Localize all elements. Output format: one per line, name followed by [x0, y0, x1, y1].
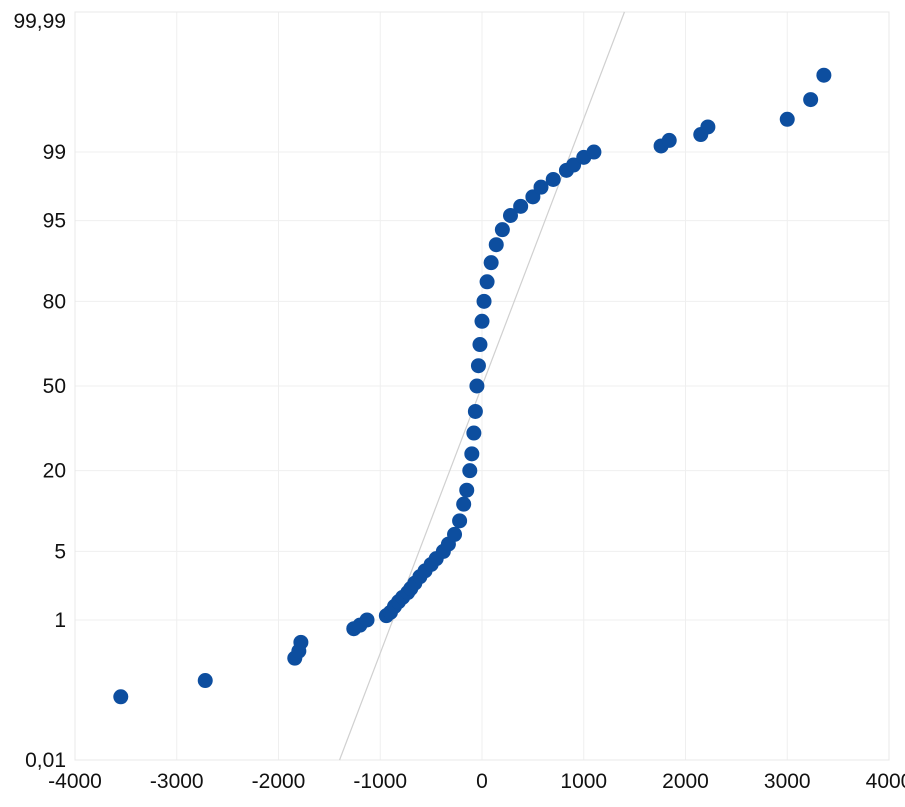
data-point: [474, 313, 490, 329]
data-point: [483, 255, 499, 271]
data-point: [462, 463, 478, 479]
data-point: [113, 689, 129, 705]
y-tick-labels: 0,01 1 5 20 50 80 95 99 99,99: [13, 10, 66, 772]
data-point: [467, 403, 483, 419]
data-point: [803, 92, 819, 108]
y-tick-label: 20: [43, 460, 66, 483]
data-point: [359, 612, 375, 628]
y-tick-label: 95: [43, 210, 66, 233]
x-tick-labels: -4000 -3000 -2000 -1000 0 1000 2000 3000 4000: [48, 770, 905, 793]
x-tick-label: 4000: [866, 770, 905, 793]
data-point: [700, 119, 716, 135]
x-tick-label: 1000: [560, 770, 607, 793]
data-point: [459, 482, 475, 498]
data-point: [456, 496, 472, 512]
data-point: [494, 222, 510, 238]
data-point: [293, 634, 309, 650]
data-point: [513, 198, 529, 214]
data-point: [502, 208, 518, 224]
data-points: [113, 67, 832, 705]
data-point: [533, 179, 549, 195]
x-tick-label: 0: [476, 770, 488, 793]
y-tick-label: 50: [43, 375, 66, 398]
x-tick-label: 2000: [662, 770, 709, 793]
plot-frame: [74, 11, 890, 761]
data-point: [566, 157, 582, 173]
data-point: [816, 67, 832, 83]
y-tick-label: 80: [43, 290, 66, 313]
data-point: [464, 446, 480, 462]
y-tick-label: 5: [54, 540, 66, 563]
y-tick-label: 0,01: [25, 749, 66, 772]
data-point: [488, 237, 504, 253]
x-tick-label: -1000: [353, 770, 407, 793]
data-point: [469, 378, 485, 394]
data-point: [447, 526, 463, 542]
data-point: [545, 171, 561, 187]
data-point: [197, 673, 213, 689]
x-tick-label: -2000: [252, 770, 306, 793]
x-tick-label: -3000: [150, 770, 204, 793]
y-tick-label: 1: [54, 609, 66, 632]
data-point: [472, 337, 488, 353]
y-tick-label: 99,99: [13, 10, 66, 33]
data-point: [452, 513, 468, 529]
data-point: [661, 132, 677, 148]
data-point: [479, 274, 495, 290]
data-point: [466, 425, 482, 441]
data-point: [470, 358, 486, 374]
x-tick-label: -4000: [48, 770, 102, 793]
x-tick-label: 3000: [764, 770, 811, 793]
data-point: [586, 144, 602, 160]
data-point: [779, 111, 795, 127]
y-tick-label: 99: [43, 141, 66, 164]
data-point: [476, 293, 492, 309]
